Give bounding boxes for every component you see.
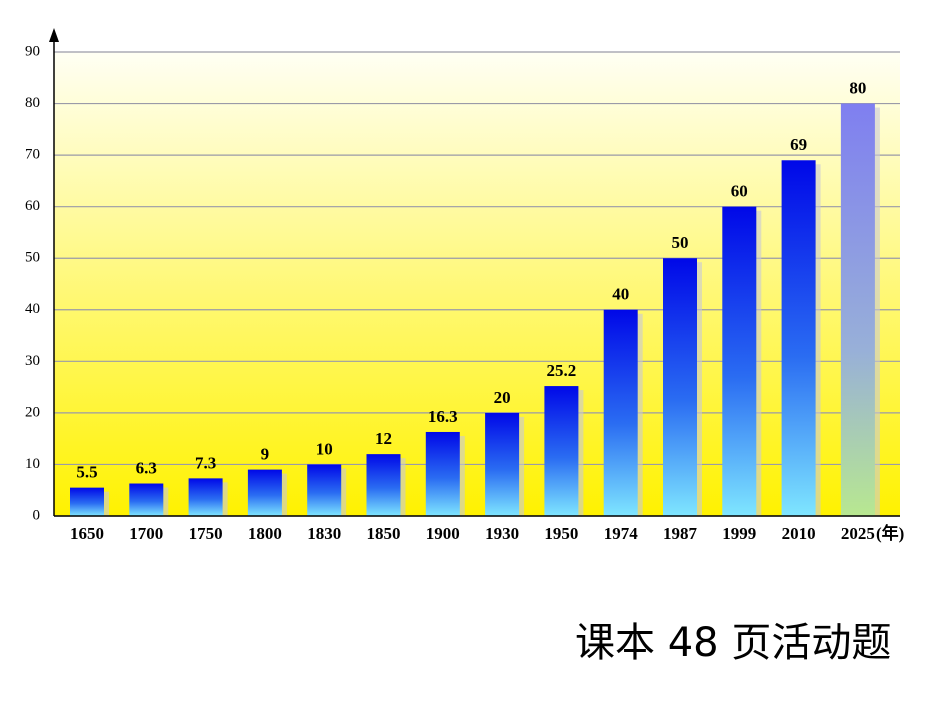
y-tick-label: 20 bbox=[25, 404, 40, 420]
value-label: 9 bbox=[261, 445, 270, 464]
value-label: 7.3 bbox=[195, 453, 216, 472]
x-tick-label: 2010 bbox=[782, 524, 816, 543]
x-tick-label: 1850 bbox=[367, 524, 401, 543]
x-tick-label: 2025 bbox=[841, 524, 875, 543]
x-tick-label: 1750 bbox=[189, 524, 223, 543]
footer-text: 课本 48 页活动题 bbox=[575, 620, 891, 666]
plot-background bbox=[54, 52, 900, 516]
bar bbox=[307, 464, 342, 516]
value-label: 69 bbox=[790, 135, 807, 154]
y-tick-label: 70 bbox=[25, 147, 40, 163]
y-axis-arrow bbox=[49, 28, 59, 42]
x-tick-label: 1987 bbox=[663, 524, 698, 543]
bar bbox=[425, 431, 460, 516]
x-tick-label: 1900 bbox=[426, 524, 460, 543]
x-axis-label: (年) bbox=[876, 523, 904, 543]
bar bbox=[544, 386, 579, 516]
x-tick-label: 1999 bbox=[722, 524, 756, 543]
y-tick-label: 40 bbox=[25, 301, 40, 317]
bar bbox=[485, 412, 520, 516]
bar bbox=[188, 478, 223, 516]
value-label: 25.2 bbox=[547, 361, 577, 380]
value-label: 80 bbox=[849, 78, 866, 97]
y-tick-label: 80 bbox=[25, 95, 40, 111]
y-tick-label: 0 bbox=[33, 507, 41, 523]
value-label: 20 bbox=[494, 388, 511, 407]
bar bbox=[840, 103, 875, 517]
value-label: 50 bbox=[672, 233, 689, 252]
x-tick-label: 1950 bbox=[544, 524, 578, 543]
bar bbox=[781, 160, 816, 516]
y-tick-label: 30 bbox=[25, 353, 40, 369]
value-label: 12 bbox=[375, 429, 392, 448]
value-label: 60 bbox=[731, 182, 748, 201]
x-tick-label: 1974 bbox=[604, 524, 639, 543]
x-tick-label: 1930 bbox=[485, 524, 519, 543]
bar bbox=[247, 469, 282, 516]
bar bbox=[366, 454, 401, 516]
y-tick-label: 10 bbox=[25, 456, 40, 472]
value-label: 5.5 bbox=[76, 463, 97, 482]
value-label: 10 bbox=[316, 439, 333, 458]
value-label: 40 bbox=[612, 285, 629, 304]
bar bbox=[722, 206, 757, 516]
bar bbox=[603, 309, 638, 516]
x-tick-label: 1700 bbox=[129, 524, 163, 543]
y-tick-label: 50 bbox=[25, 250, 40, 266]
bar bbox=[663, 258, 697, 516]
value-label: 16.3 bbox=[428, 407, 458, 426]
x-tick-label: 1800 bbox=[248, 524, 282, 543]
bar bbox=[70, 487, 104, 516]
y-tick-label: 90 bbox=[25, 43, 40, 59]
y-tick-label: 60 bbox=[25, 198, 40, 214]
x-tick-label: 1830 bbox=[307, 524, 341, 543]
value-label: 6.3 bbox=[136, 458, 157, 477]
bar bbox=[129, 483, 164, 516]
x-tick-label: 1650 bbox=[70, 524, 104, 543]
